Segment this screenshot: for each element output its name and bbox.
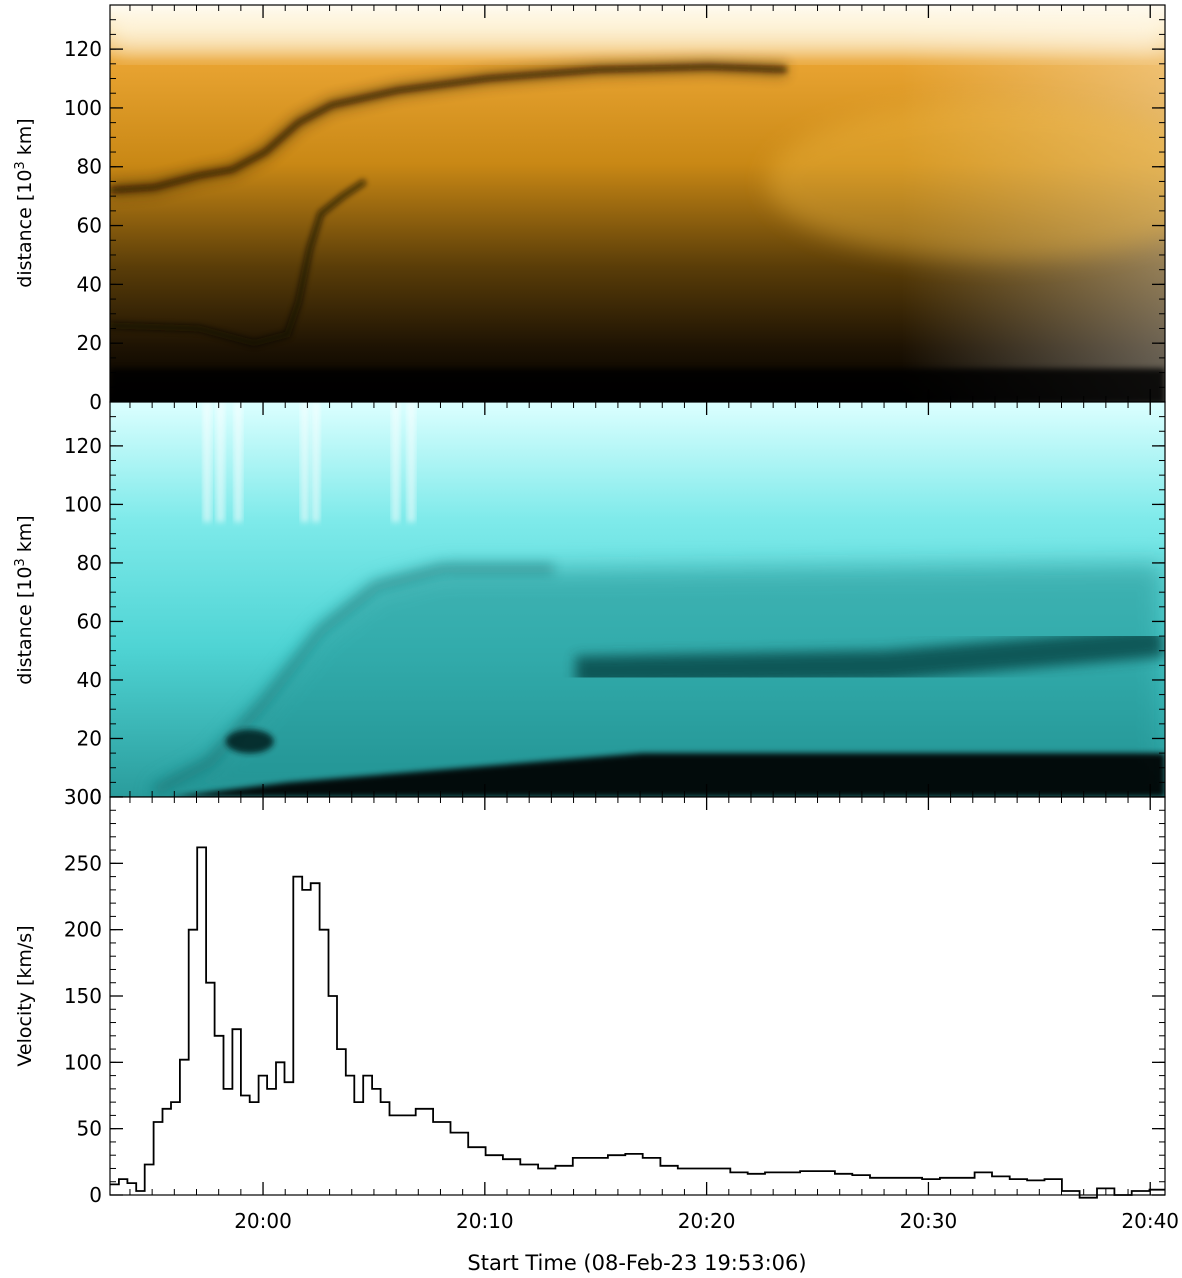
bright-column: [311, 402, 320, 522]
y-tick-label: 100: [64, 96, 102, 120]
y-tick-label: 250: [64, 851, 102, 875]
y-tick-label: 20: [77, 726, 102, 750]
cyan-ylabel: distance [103 km]: [13, 515, 36, 684]
y-tick-label: 80: [77, 551, 102, 575]
panel-orange-map: 0 20 40 60 80 100 120 distance [103 km]: [13, 4, 1166, 414]
orange-ylabel: distance [103 km]: [13, 118, 36, 287]
bright-column: [234, 402, 243, 522]
lower-track: [110, 178, 367, 347]
bright-column: [391, 402, 400, 522]
x-tick-label: 20:40: [1121, 1209, 1179, 1233]
bright-column: [407, 402, 416, 522]
dark-base-band: [110, 368, 1165, 402]
y-tick-label: 80: [77, 155, 102, 179]
y-tick-label: 120: [64, 434, 102, 458]
orange-heatmap: [110, 5, 1165, 402]
x-tick-label: 20:20: [678, 1209, 736, 1233]
y-tick-label: 120: [64, 37, 102, 61]
y-tick-label: 40: [77, 272, 102, 296]
y-tick-label: 60: [77, 214, 102, 238]
front-edge: [152, 563, 554, 796]
y-tick-label: 100: [64, 1050, 102, 1074]
y-tick-label: 40: [77, 668, 102, 692]
y-tick-label: 0: [89, 390, 102, 414]
loop-track: [110, 64, 787, 193]
y-tick-label: 100: [64, 492, 102, 516]
bright-column: [203, 402, 212, 522]
upper-haze: [110, 5, 1165, 55]
y-tick-label: 0: [89, 1183, 102, 1207]
y-tick-label: 60: [77, 609, 102, 633]
y-tick-label: 300: [64, 785, 102, 809]
x-tick-label: 20:00: [234, 1209, 292, 1233]
velocity-line: [110, 846, 1165, 1199]
dark-base: [170, 753, 1165, 797]
bright-column: [300, 402, 309, 522]
dark-band: [575, 626, 1165, 687]
panel-velocity: 0 50 100 150 200 250 300 20:00 20:10 20:20 20:30 20…: [14, 785, 1179, 1275]
bright-column: [216, 402, 225, 522]
y-tick-label: 200: [64, 918, 102, 942]
y-tick-label: 20: [77, 331, 102, 355]
y-tick-label: 0: [89, 785, 102, 809]
x-tick-label: 20:10: [456, 1209, 514, 1233]
velocity-ylabel: Velocity [km/s]: [14, 925, 36, 1066]
x-axis-label: Start Time (08-Feb-23 19:53:06): [467, 1251, 806, 1275]
velocity-frame: [109, 796, 1166, 1196]
dark-blob: [225, 729, 274, 754]
panel-cyan-map: 0 20 40 60 80 100 120 distance [103 km]: [13, 401, 1166, 809]
bright-region: [767, 101, 1165, 262]
y-tick-label: 150: [64, 984, 102, 1008]
cyan-heatmap: [110, 402, 1165, 797]
y-tick-label: 50: [77, 1117, 102, 1141]
x-tick-label: 20:30: [900, 1209, 958, 1233]
